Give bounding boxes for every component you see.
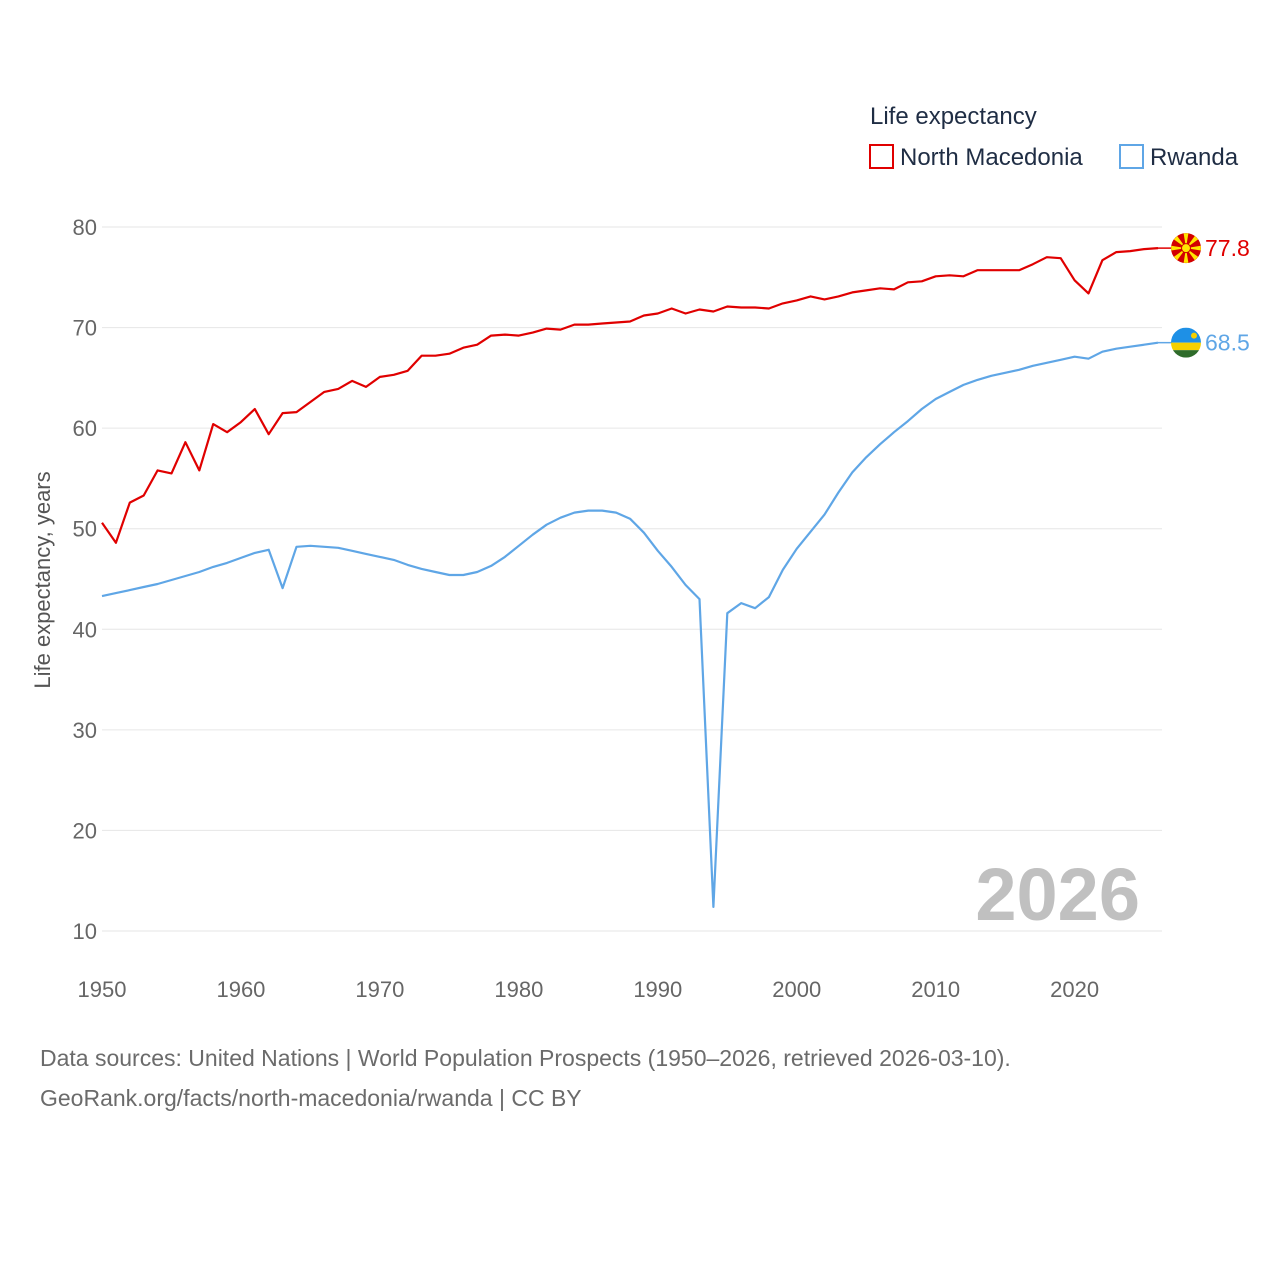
flag-ray [1186, 245, 1201, 251]
y-tick-label-70: 70 [73, 316, 97, 341]
x-tick-label-1990: 1990 [633, 977, 682, 1002]
legend-swatch-north-macedonia [869, 144, 894, 169]
x-tick-label-1980: 1980 [494, 977, 543, 1002]
x-tick-label-1950: 1950 [78, 977, 127, 1002]
series-end-markers: 77.8 68.5 [1158, 233, 1250, 358]
flag-ray [1183, 233, 1189, 249]
legend-label-north-macedonia: North Macedonia [900, 144, 1083, 171]
gridlines [102, 226, 1162, 932]
north-macedonia-flag-icon [1171, 233, 1201, 264]
flag-stripe-green [1171, 350, 1201, 358]
legend-label-rwanda: Rwanda [1150, 144, 1239, 171]
series-lines [101, 247, 1159, 909]
y-tick-label-50: 50 [73, 517, 97, 542]
end-label-rwanda: 68.5 [1205, 330, 1250, 356]
y-tick-label-40: 40 [73, 617, 97, 642]
y-tick-label-10: 10 [73, 919, 97, 944]
rwanda-flag-icon [1171, 327, 1201, 358]
x-axis-ticks: 1950 1960 1970 1980 1990 2000 2010 2020 [78, 977, 1100, 1002]
y-tick-label-20: 20 [73, 818, 97, 843]
x-tick-label-2000: 2000 [772, 977, 821, 1002]
flag-stripe-yellow [1171, 342, 1201, 351]
year-watermark: 2026 [975, 853, 1140, 936]
legend-swatch-rwanda [1119, 144, 1144, 169]
series-line-north-macedonia [101, 247, 1159, 544]
legend-title: Life expectancy [870, 103, 1037, 130]
flag-ray [1171, 245, 1186, 251]
flag-sun [1181, 243, 1191, 254]
y-tick-label-30: 30 [73, 718, 97, 743]
footer-source: Data sources: United Nations | World Pop… [40, 1045, 1011, 1071]
series-line-rwanda [101, 341, 1159, 909]
x-tick-label-2010: 2010 [911, 977, 960, 1002]
end-label-north-macedonia: 77.8 [1205, 235, 1250, 261]
x-tick-label-2020: 2020 [1050, 977, 1099, 1002]
y-tick-label-60: 60 [73, 416, 97, 441]
flag-stripes [1171, 327, 1201, 358]
y-tick-label-80: 80 [73, 215, 97, 240]
x-tick-label-1970: 1970 [355, 977, 404, 1002]
x-tick-label-1960: 1960 [216, 977, 265, 1002]
legend-item-rwanda[interactable]: Rwanda [1119, 144, 1239, 171]
footer-attribution[interactable]: GeoRank.org/facts/north-macedonia/rwanda… [40, 1085, 582, 1111]
legend-item-north-macedonia[interactable]: North Macedonia [869, 144, 1083, 171]
flag-stripe-blue [1171, 327, 1201, 343]
flag-ray [1183, 248, 1189, 263]
flag-sun [1191, 332, 1197, 339]
y-axis-label: Life expectancy, years [30, 471, 55, 688]
y-axis-ticks: 10 20 30 40 50 60 70 80 [73, 215, 97, 944]
life-expectancy-chart: Life expectancy North Macedonia Rwanda 1… [30, 103, 1250, 1002]
